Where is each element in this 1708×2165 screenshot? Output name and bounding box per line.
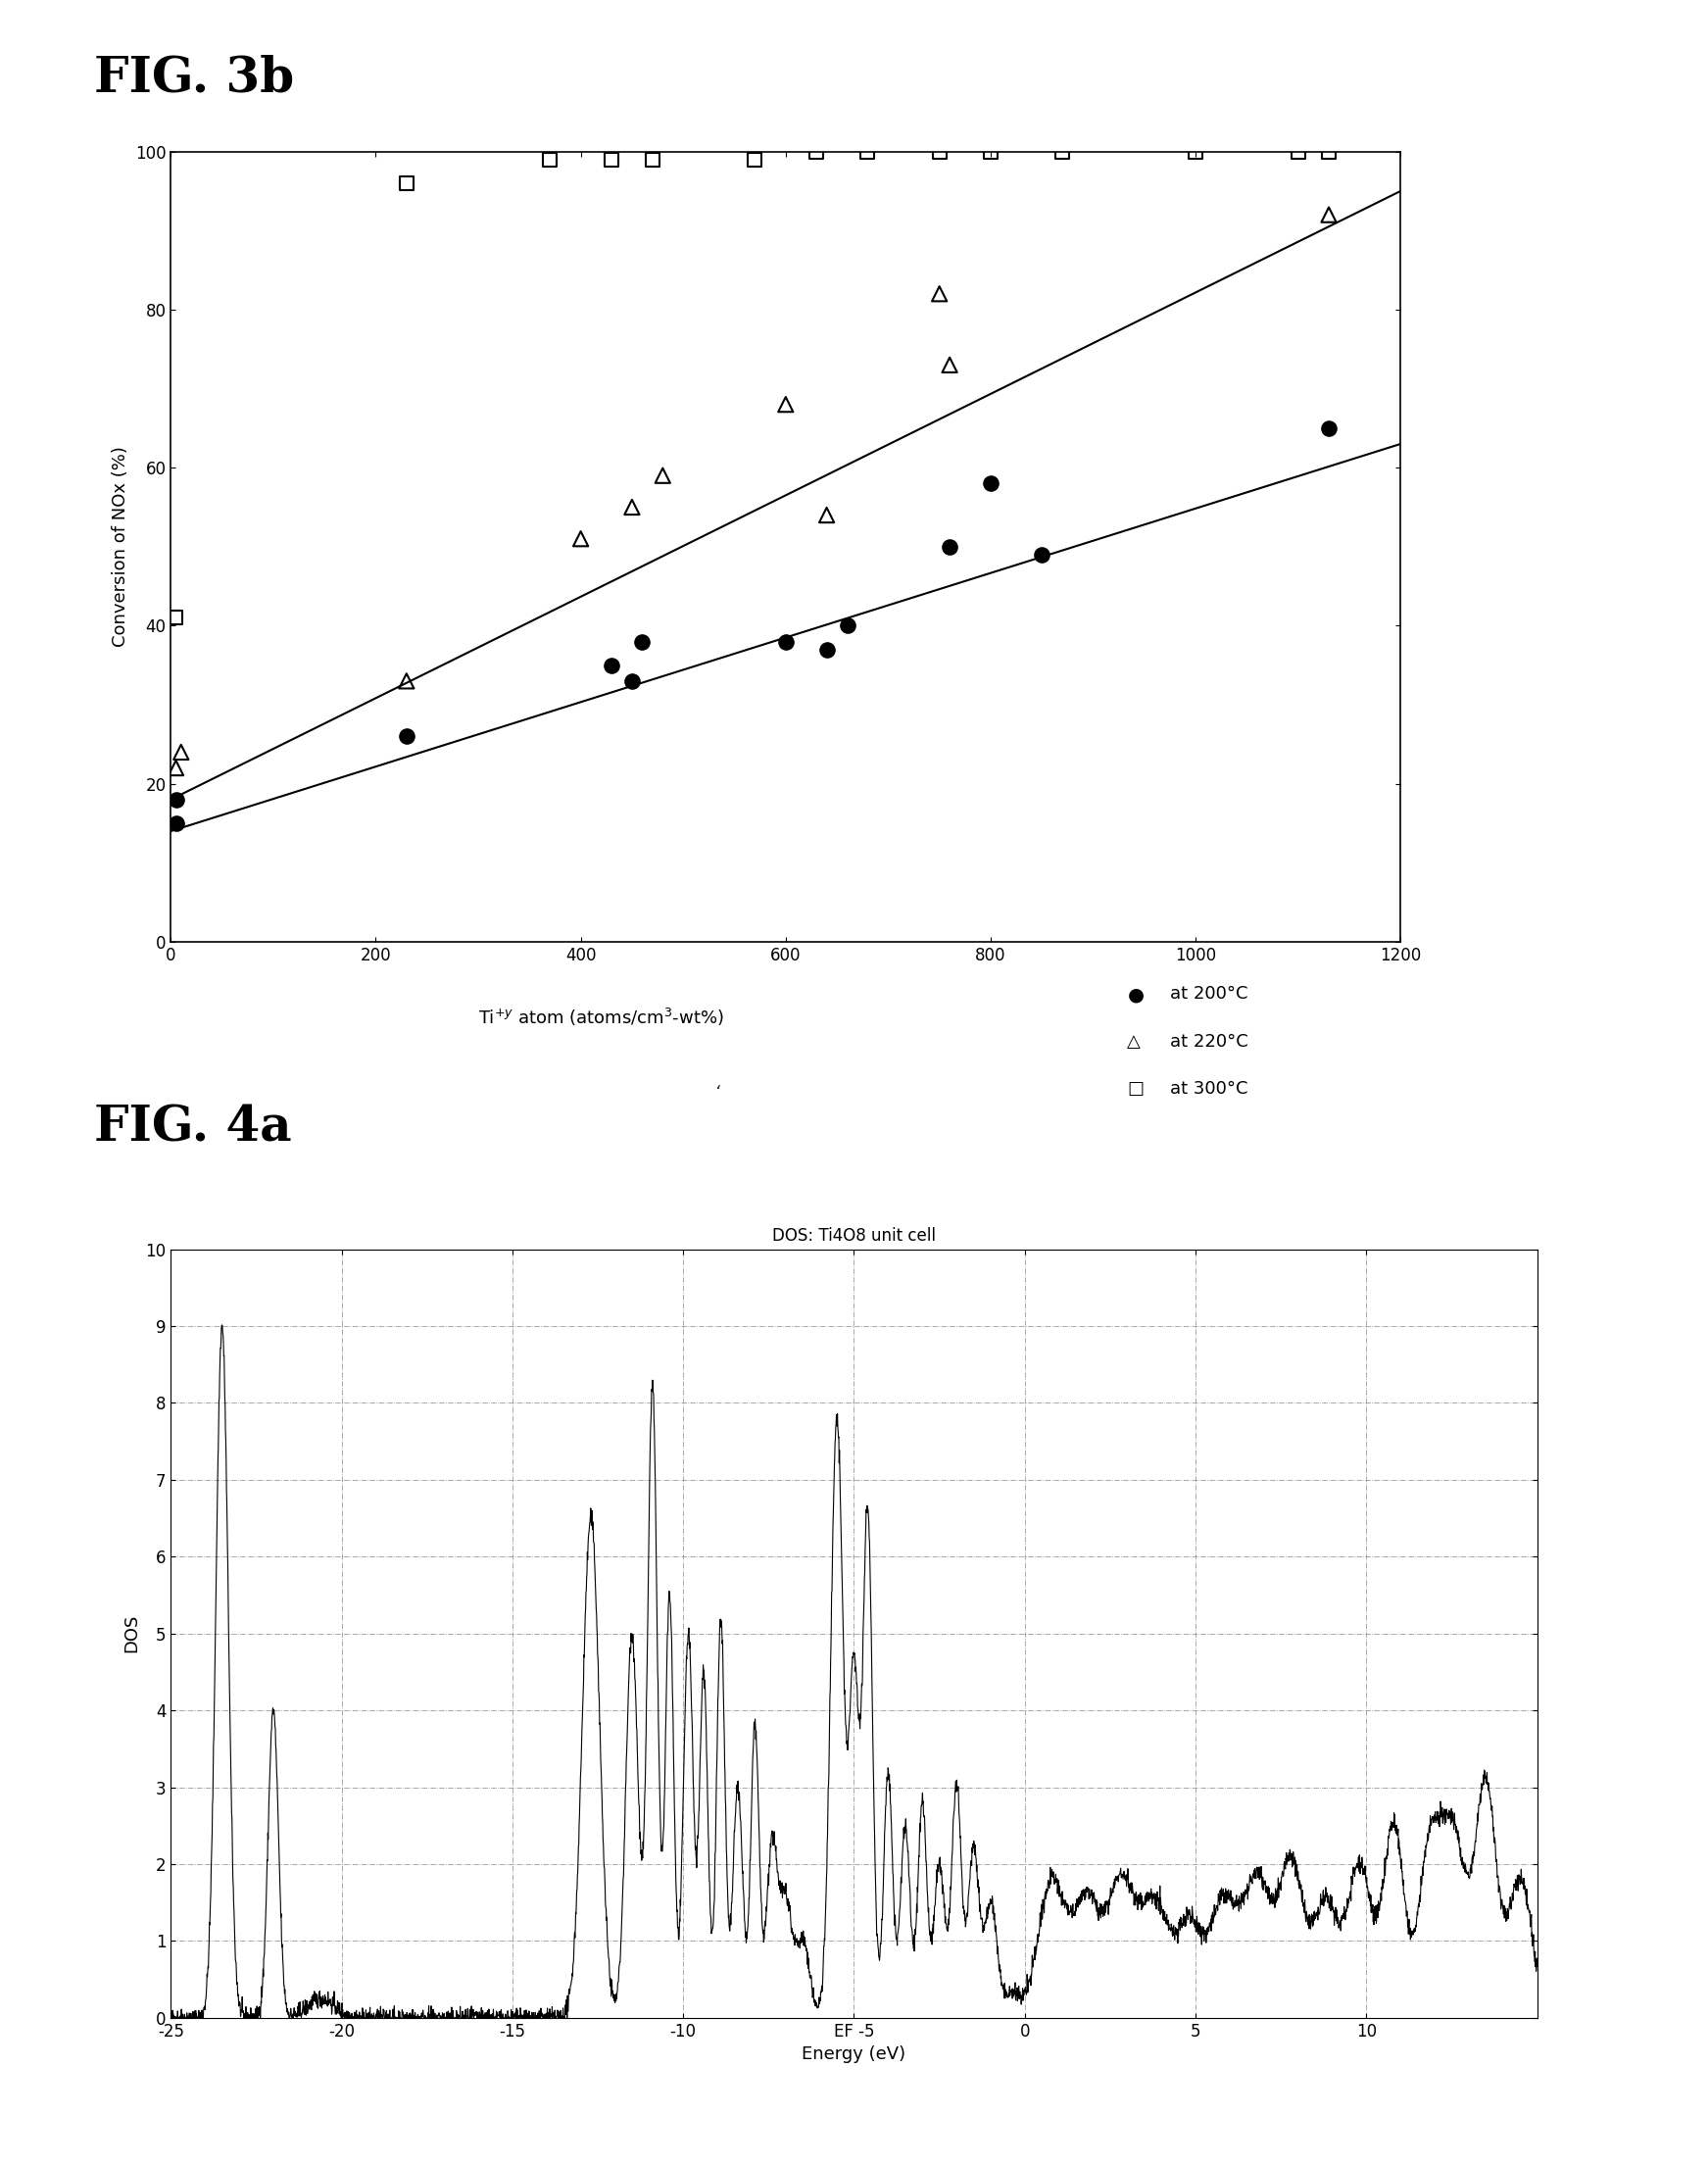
- Point: [393, 719, 420, 753]
- Point: [926, 134, 953, 169]
- Point: [162, 782, 190, 816]
- Point: [536, 143, 564, 178]
- Point: [772, 388, 799, 422]
- Point: [813, 498, 840, 533]
- Point: [162, 751, 190, 786]
- Point: [393, 665, 420, 699]
- Point: [936, 530, 963, 565]
- Point: [1315, 134, 1342, 169]
- Point: [936, 349, 963, 383]
- Title: DOS: Ti4O8 unit cell: DOS: Ti4O8 unit cell: [772, 1228, 936, 1245]
- Text: at 200°C: at 200°C: [1170, 985, 1249, 1002]
- Y-axis label: Conversion of NOx (%): Conversion of NOx (%): [113, 446, 130, 647]
- Text: at 220°C: at 220°C: [1170, 1033, 1249, 1050]
- Point: [1284, 134, 1312, 169]
- Point: [167, 734, 195, 769]
- Point: [803, 134, 830, 169]
- Point: [741, 143, 769, 178]
- Text: ʻ: ʻ: [716, 1085, 719, 1100]
- Point: [162, 600, 190, 634]
- Point: [162, 805, 190, 840]
- Point: [1315, 411, 1342, 446]
- Point: [977, 465, 1004, 500]
- Point: [977, 134, 1004, 169]
- Point: [393, 167, 420, 201]
- Text: FIG. 4a: FIG. 4a: [94, 1104, 292, 1152]
- Text: FIG. 3b: FIG. 3b: [94, 54, 294, 102]
- Point: [567, 522, 594, 556]
- Point: [598, 143, 625, 178]
- Point: [834, 608, 861, 643]
- Point: [854, 134, 881, 169]
- Text: Ti$^{+y}$ atom (atoms/cm$^3$-wt%): Ti$^{+y}$ atom (atoms/cm$^3$-wt%): [478, 1007, 724, 1028]
- Point: [1049, 134, 1076, 169]
- Point: [618, 489, 646, 524]
- Text: □: □: [1127, 1080, 1144, 1098]
- Text: △: △: [1127, 1033, 1141, 1050]
- Point: [926, 277, 953, 312]
- Point: [618, 665, 646, 699]
- Point: [1182, 134, 1209, 169]
- Point: [649, 459, 676, 494]
- Text: at 300°C: at 300°C: [1170, 1080, 1249, 1098]
- Y-axis label: DOS: DOS: [123, 1615, 140, 1652]
- Text: ●: ●: [1127, 985, 1144, 1005]
- Point: [1028, 537, 1056, 572]
- Point: [813, 632, 840, 667]
- Point: [639, 143, 666, 178]
- Point: [629, 624, 656, 658]
- Point: [772, 624, 799, 658]
- Point: [1315, 197, 1342, 232]
- Point: [598, 647, 625, 682]
- X-axis label: Energy (eV): Energy (eV): [803, 2046, 905, 2063]
